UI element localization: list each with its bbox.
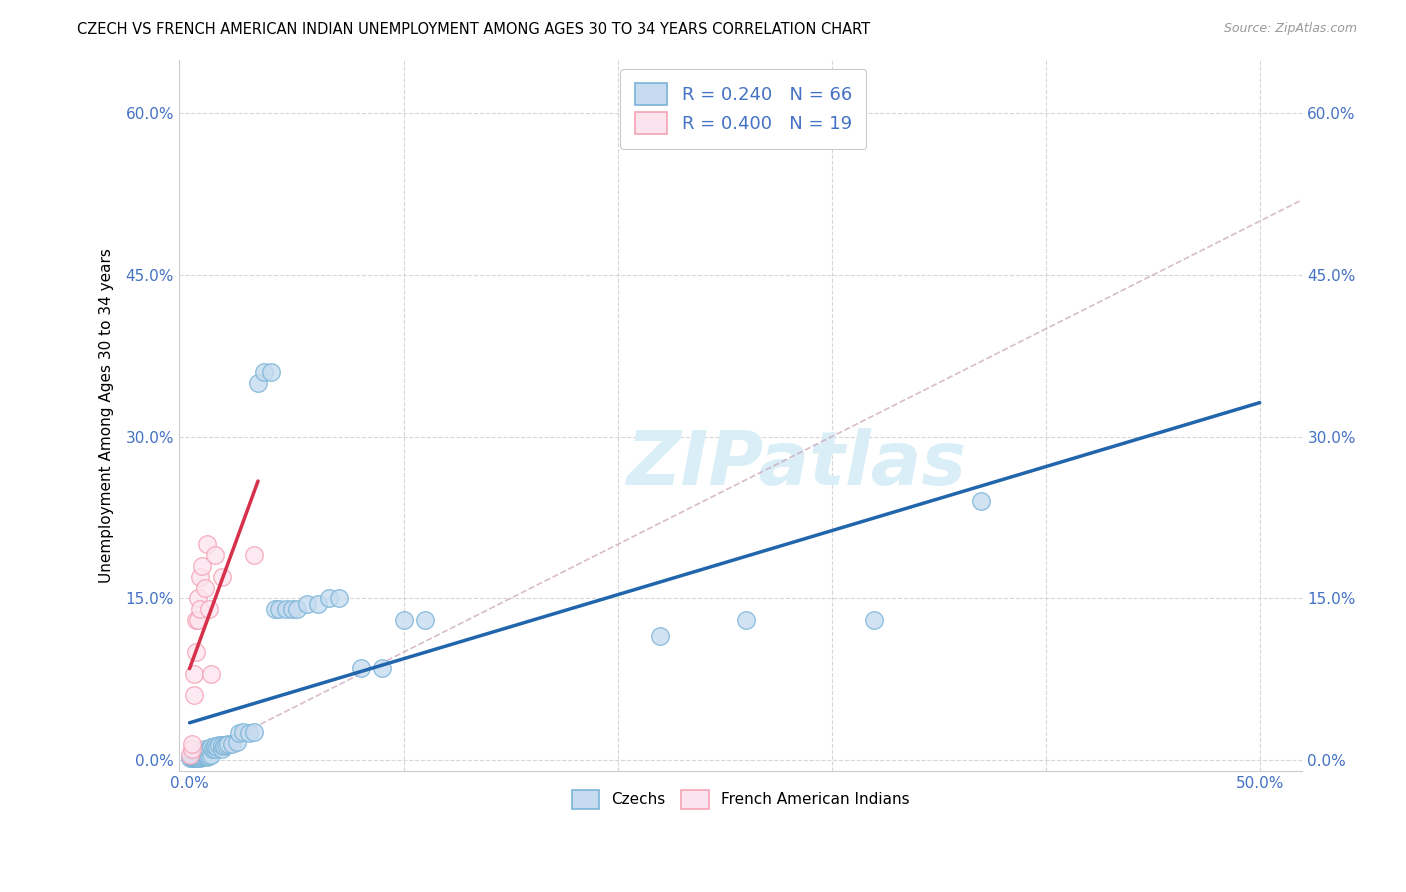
Point [191,747,214,761]
Point [350,661,373,675]
Point [188,602,211,616]
Text: ZIPatlas: ZIPatlas [627,428,967,501]
Point [191,748,214,763]
Point [187,591,209,606]
Point [208,738,231,752]
Point [188,748,211,763]
Point [184,747,207,761]
Point [274,602,297,616]
Point [863,613,886,627]
Point [211,738,233,752]
Point [232,725,254,739]
Point [184,751,207,765]
Point [212,739,235,753]
Point [371,661,394,675]
Legend: Czechs, French American Indians: Czechs, French American Indians [564,782,917,816]
Point [184,749,207,764]
Point [207,739,229,754]
Point [183,666,205,681]
Point [193,748,215,763]
Point [200,747,222,762]
Point [269,602,291,616]
Point [215,738,238,752]
Point [187,747,209,761]
Point [180,751,202,765]
Point [179,747,201,762]
Point [392,613,415,627]
Point [200,739,222,754]
Point [195,747,218,762]
Point [198,742,221,756]
Point [183,748,205,763]
Point [183,749,205,764]
Point [187,613,209,627]
Point [297,597,319,611]
Point [195,744,218,758]
Point [187,748,209,763]
Y-axis label: Unemployment Among Ages 30 to 34 years: Unemployment Among Ages 30 to 34 years [100,248,114,582]
Point [328,591,350,606]
Point [188,751,211,765]
Point [221,737,243,751]
Point [225,734,247,748]
Point [413,613,436,627]
Point [217,737,239,751]
Point [204,548,226,562]
Text: Source: ZipAtlas.com: Source: ZipAtlas.com [1223,22,1357,36]
Point [264,602,287,616]
Point [970,494,993,508]
Point [228,726,250,740]
Point [193,742,215,756]
Point [281,602,304,616]
Point [183,688,205,702]
Point [200,666,222,681]
Text: CZECH VS FRENCH AMERICAN INDIAN UNEMPLOYMENT AMONG AGES 30 TO 34 YEARS CORRELATI: CZECH VS FRENCH AMERICAN INDIAN UNEMPLOY… [77,22,870,37]
Point [204,739,226,753]
Point [260,365,283,379]
Point [187,749,209,764]
Point [191,559,214,574]
Point [242,548,264,562]
Point [285,602,308,616]
Point [204,742,226,756]
Point [184,645,207,659]
Point [188,747,211,762]
Point [307,597,329,611]
Point [195,749,218,764]
Point [253,365,276,379]
Point [247,376,270,390]
Point [650,629,672,643]
Point [184,613,207,627]
Point [735,613,758,627]
Point [202,742,225,756]
Point [183,751,205,765]
Point [198,748,221,763]
Point [184,747,207,762]
Point [211,570,233,584]
Point [179,751,201,765]
Point [198,602,221,616]
Point [187,751,209,765]
Point [318,591,340,606]
Point [180,742,202,756]
Point [180,737,202,751]
Point [188,570,211,584]
Point [242,725,264,739]
Point [238,726,260,740]
Point [195,537,218,551]
Point [211,742,233,756]
Point [180,749,202,764]
Point [188,745,211,759]
Point [193,581,215,595]
Point [191,749,214,764]
